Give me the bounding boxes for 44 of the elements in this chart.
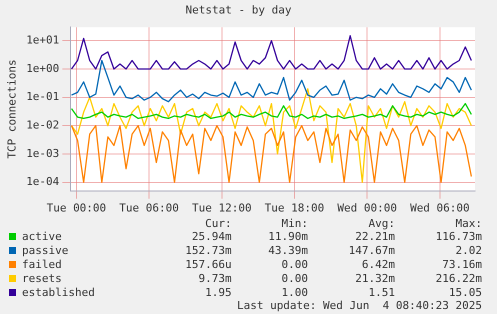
text: 9.73m (197, 272, 233, 286)
text: 152.73m (184, 244, 233, 258)
text: 25.94m (190, 230, 233, 244)
text: 43.39m (267, 244, 309, 258)
text: 157.66u (184, 258, 233, 272)
y-tick-label: 1e-03 (26, 146, 60, 160)
legend-label: resets (22, 272, 62, 285)
text: 1.51 (367, 286, 396, 300)
text: Avg: (367, 217, 396, 230)
text: Last update: Wed Jun 4 08:40:23 2025 (236, 299, 483, 312)
y-tick-label: 1e-04 (26, 175, 60, 188)
text: 0.00 (280, 272, 309, 286)
x-tick-label: Tue 12:00 (192, 201, 252, 214)
legend-label: failed (22, 258, 62, 271)
legend-label: passive (22, 244, 68, 257)
y-tick-label: 1e+01 (26, 34, 60, 47)
text: Max: (454, 217, 483, 230)
text: 216.22m (434, 272, 483, 286)
text: 1.00 (280, 286, 309, 300)
text: 22.21m (354, 230, 396, 244)
x-tick-label: Tue 06:00 (119, 201, 179, 214)
text: 0.00 (280, 258, 309, 272)
x-tick-label: Wed 06:00 (410, 201, 470, 214)
text: 1.95 (204, 286, 233, 300)
y-axis-title: TCP connections (5, 59, 18, 159)
y-tick-label: 1e-01 (26, 90, 60, 104)
x-tick-label: Wed 00:00 (337, 201, 397, 214)
legend-label: established (22, 286, 95, 299)
text: 73.16m (441, 258, 483, 272)
text: 21.32m (354, 272, 396, 286)
text: 116.73m (434, 230, 483, 244)
text: 15.05 (448, 286, 483, 300)
text: 147.67m (348, 244, 396, 258)
x-tick-label: Tue 18:00 (264, 201, 324, 214)
text: Min: (280, 217, 309, 230)
y-tick-label: 1e-02 (26, 118, 60, 132)
chart-title: Netstat - by day (186, 3, 292, 16)
x-tick-label: Tue 00:00 (46, 201, 106, 214)
text: Cur: (204, 217, 233, 230)
text: 11.90m (267, 230, 309, 244)
y-tick-label: 1e+00 (26, 62, 60, 75)
text: 6.42m (360, 258, 396, 272)
legend-label: active (22, 230, 62, 243)
text: 2.02 (454, 244, 483, 258)
